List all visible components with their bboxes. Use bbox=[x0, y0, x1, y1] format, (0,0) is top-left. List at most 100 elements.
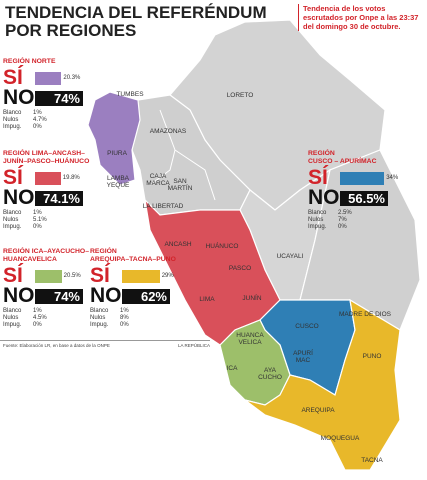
blanco-label: Blanco bbox=[3, 110, 22, 116]
no-value: 62% bbox=[140, 289, 167, 304]
title: TENDENCIA DEL REFERÉNDUM POR REGIONES bbox=[5, 3, 267, 40]
impug-label: Impug. bbox=[3, 124, 22, 130]
no-box: 74% bbox=[35, 91, 83, 106]
nulos-label: Nulos bbox=[308, 217, 324, 223]
no-label: NO bbox=[3, 86, 35, 109]
subtitle: Tendencia de los votos escrutados por On… bbox=[298, 4, 427, 31]
si-label: SÍ bbox=[308, 166, 328, 189]
no-label: NO bbox=[90, 284, 122, 307]
impug-value: 0% bbox=[33, 224, 42, 230]
no-value: 74.1% bbox=[43, 191, 80, 206]
si-label: SÍ bbox=[90, 264, 110, 287]
region-name: REGIÓN NORTE bbox=[3, 58, 56, 65]
map-label: ANCASH bbox=[164, 241, 191, 248]
impug-value: 0% bbox=[33, 124, 42, 130]
region-block: REGIÓN CUSCO – APURÍMAC SÍ 34% NO 56.5% Blanc… bbox=[308, 150, 399, 242]
si-label: SÍ bbox=[3, 264, 23, 287]
map-label: PASCO bbox=[229, 265, 251, 272]
si-value: 29% bbox=[161, 273, 174, 279]
nulos-value: 8% bbox=[120, 315, 129, 321]
brand: LA REPÚBLICA bbox=[178, 343, 211, 348]
no-label: NO bbox=[3, 284, 35, 307]
nulos-value: 7% bbox=[338, 217, 347, 223]
map-label: AREQUIPA bbox=[301, 407, 335, 414]
border bbox=[149, 109, 176, 186]
blanco-value: 1% bbox=[33, 308, 42, 314]
nulos-value: 4.7% bbox=[33, 117, 47, 123]
nulos-label: Nulos bbox=[3, 217, 19, 223]
map-label: MADRE DE DIOS bbox=[339, 311, 392, 318]
map-label: APURÍ MAC bbox=[293, 348, 313, 364]
region-name: REGIÓN LIMA–ANCASH– JUNÍN–PASCO–HUÁNUCO bbox=[3, 150, 90, 165]
no-box: 74% bbox=[35, 289, 83, 304]
map-label: SAN MARTÍN bbox=[168, 178, 193, 192]
no-value: 56.5% bbox=[348, 191, 385, 206]
map-label: LORETO bbox=[227, 92, 254, 99]
blanco-label: Blanco bbox=[308, 210, 327, 216]
si-value: 19.8% bbox=[62, 175, 80, 181]
si-label: SÍ bbox=[3, 166, 23, 189]
blanco-value: 1% bbox=[33, 210, 42, 216]
map-label: PUNO bbox=[363, 353, 382, 360]
region-block: REGIÓN LIMA–ANCASH– JUNÍN–PASCO–HUÁNUCO S… bbox=[3, 150, 91, 242]
si-bar bbox=[35, 72, 62, 85]
no-box: 56.5% bbox=[340, 191, 388, 206]
si-bar bbox=[122, 270, 160, 283]
blanco-label: Blanco bbox=[90, 308, 109, 314]
no-value: 74% bbox=[53, 289, 80, 304]
region-block: REGIÓN NORTE SÍ 20.3% NO 74% Blanco 1% Nulos 4.7… bbox=[3, 58, 91, 150]
blanco-label: Blanco bbox=[3, 308, 22, 314]
impug-value: 0% bbox=[338, 224, 347, 230]
map-label: JUNÍN bbox=[242, 293, 261, 302]
source: Fuente: Elaboración LR, en base a datos … bbox=[3, 343, 110, 348]
impug-label: Impug. bbox=[90, 322, 109, 328]
no-box: 74.1% bbox=[35, 191, 83, 206]
blanco-value: 2.5% bbox=[338, 210, 352, 216]
blanco-value: 1% bbox=[33, 110, 42, 116]
si-bar bbox=[35, 172, 61, 185]
si-value: 20.3% bbox=[63, 75, 81, 81]
region-name: REGIÓN AREQUIPA–TACNA–PUNO bbox=[90, 248, 176, 263]
map-label: ICA bbox=[227, 365, 239, 372]
region-block: REGIÓN AREQUIPA–TACNA–PUNO SÍ 29% NO 62% Blan… bbox=[90, 248, 178, 340]
region-arequipa bbox=[244, 298, 401, 471]
impug-label: Impug. bbox=[3, 322, 22, 328]
impug-label: Impug. bbox=[308, 224, 327, 230]
map-label: MOQUEGUA bbox=[321, 435, 360, 442]
map-label: AYA CUCHO bbox=[258, 367, 282, 381]
si-value: 20.5% bbox=[63, 273, 81, 279]
si-bar bbox=[35, 270, 62, 283]
map-label: AMAZONAS bbox=[150, 128, 187, 135]
si-label: SÍ bbox=[3, 66, 23, 89]
map-label: LA LIBERTAD bbox=[143, 203, 184, 210]
map-label: PIURA bbox=[107, 150, 128, 157]
map-label: LAMBA YEQUE bbox=[107, 175, 130, 189]
map-label: TACNA bbox=[361, 457, 383, 464]
border bbox=[174, 149, 216, 201]
region-norte bbox=[87, 91, 141, 186]
impug-value: 0% bbox=[33, 322, 42, 328]
no-label: NO bbox=[3, 186, 35, 209]
si-bar bbox=[340, 172, 385, 185]
nulos-label: Nulos bbox=[3, 117, 19, 123]
blanco-value: 1% bbox=[120, 308, 129, 314]
map-label: CUSCO bbox=[295, 323, 318, 330]
no-label: NO bbox=[308, 186, 340, 209]
region-block: REGIÓN ICA–AYACUCHO– HUANCAVELICA SÍ 20.5%… bbox=[3, 248, 91, 340]
map-label: HUANCA VELICA bbox=[236, 332, 264, 346]
map-label: HUÁNUCO bbox=[206, 241, 239, 250]
nulos-label: Nulos bbox=[90, 315, 106, 321]
map-label: CAJA MARCA bbox=[146, 173, 170, 187]
no-box: 62% bbox=[122, 289, 170, 304]
si-value: 34% bbox=[386, 175, 399, 181]
nulos-value: 4.5% bbox=[33, 315, 47, 321]
region-name: REGIÓN CUSCO – APURÍMAC bbox=[308, 150, 377, 165]
map-label: TUMBES bbox=[116, 91, 144, 98]
no-value: 74% bbox=[53, 91, 80, 106]
map-label: UCAYALI bbox=[277, 253, 304, 260]
rule bbox=[0, 340, 210, 341]
nulos-value: 5.1% bbox=[33, 217, 47, 223]
impug-value: 0% bbox=[120, 322, 129, 328]
